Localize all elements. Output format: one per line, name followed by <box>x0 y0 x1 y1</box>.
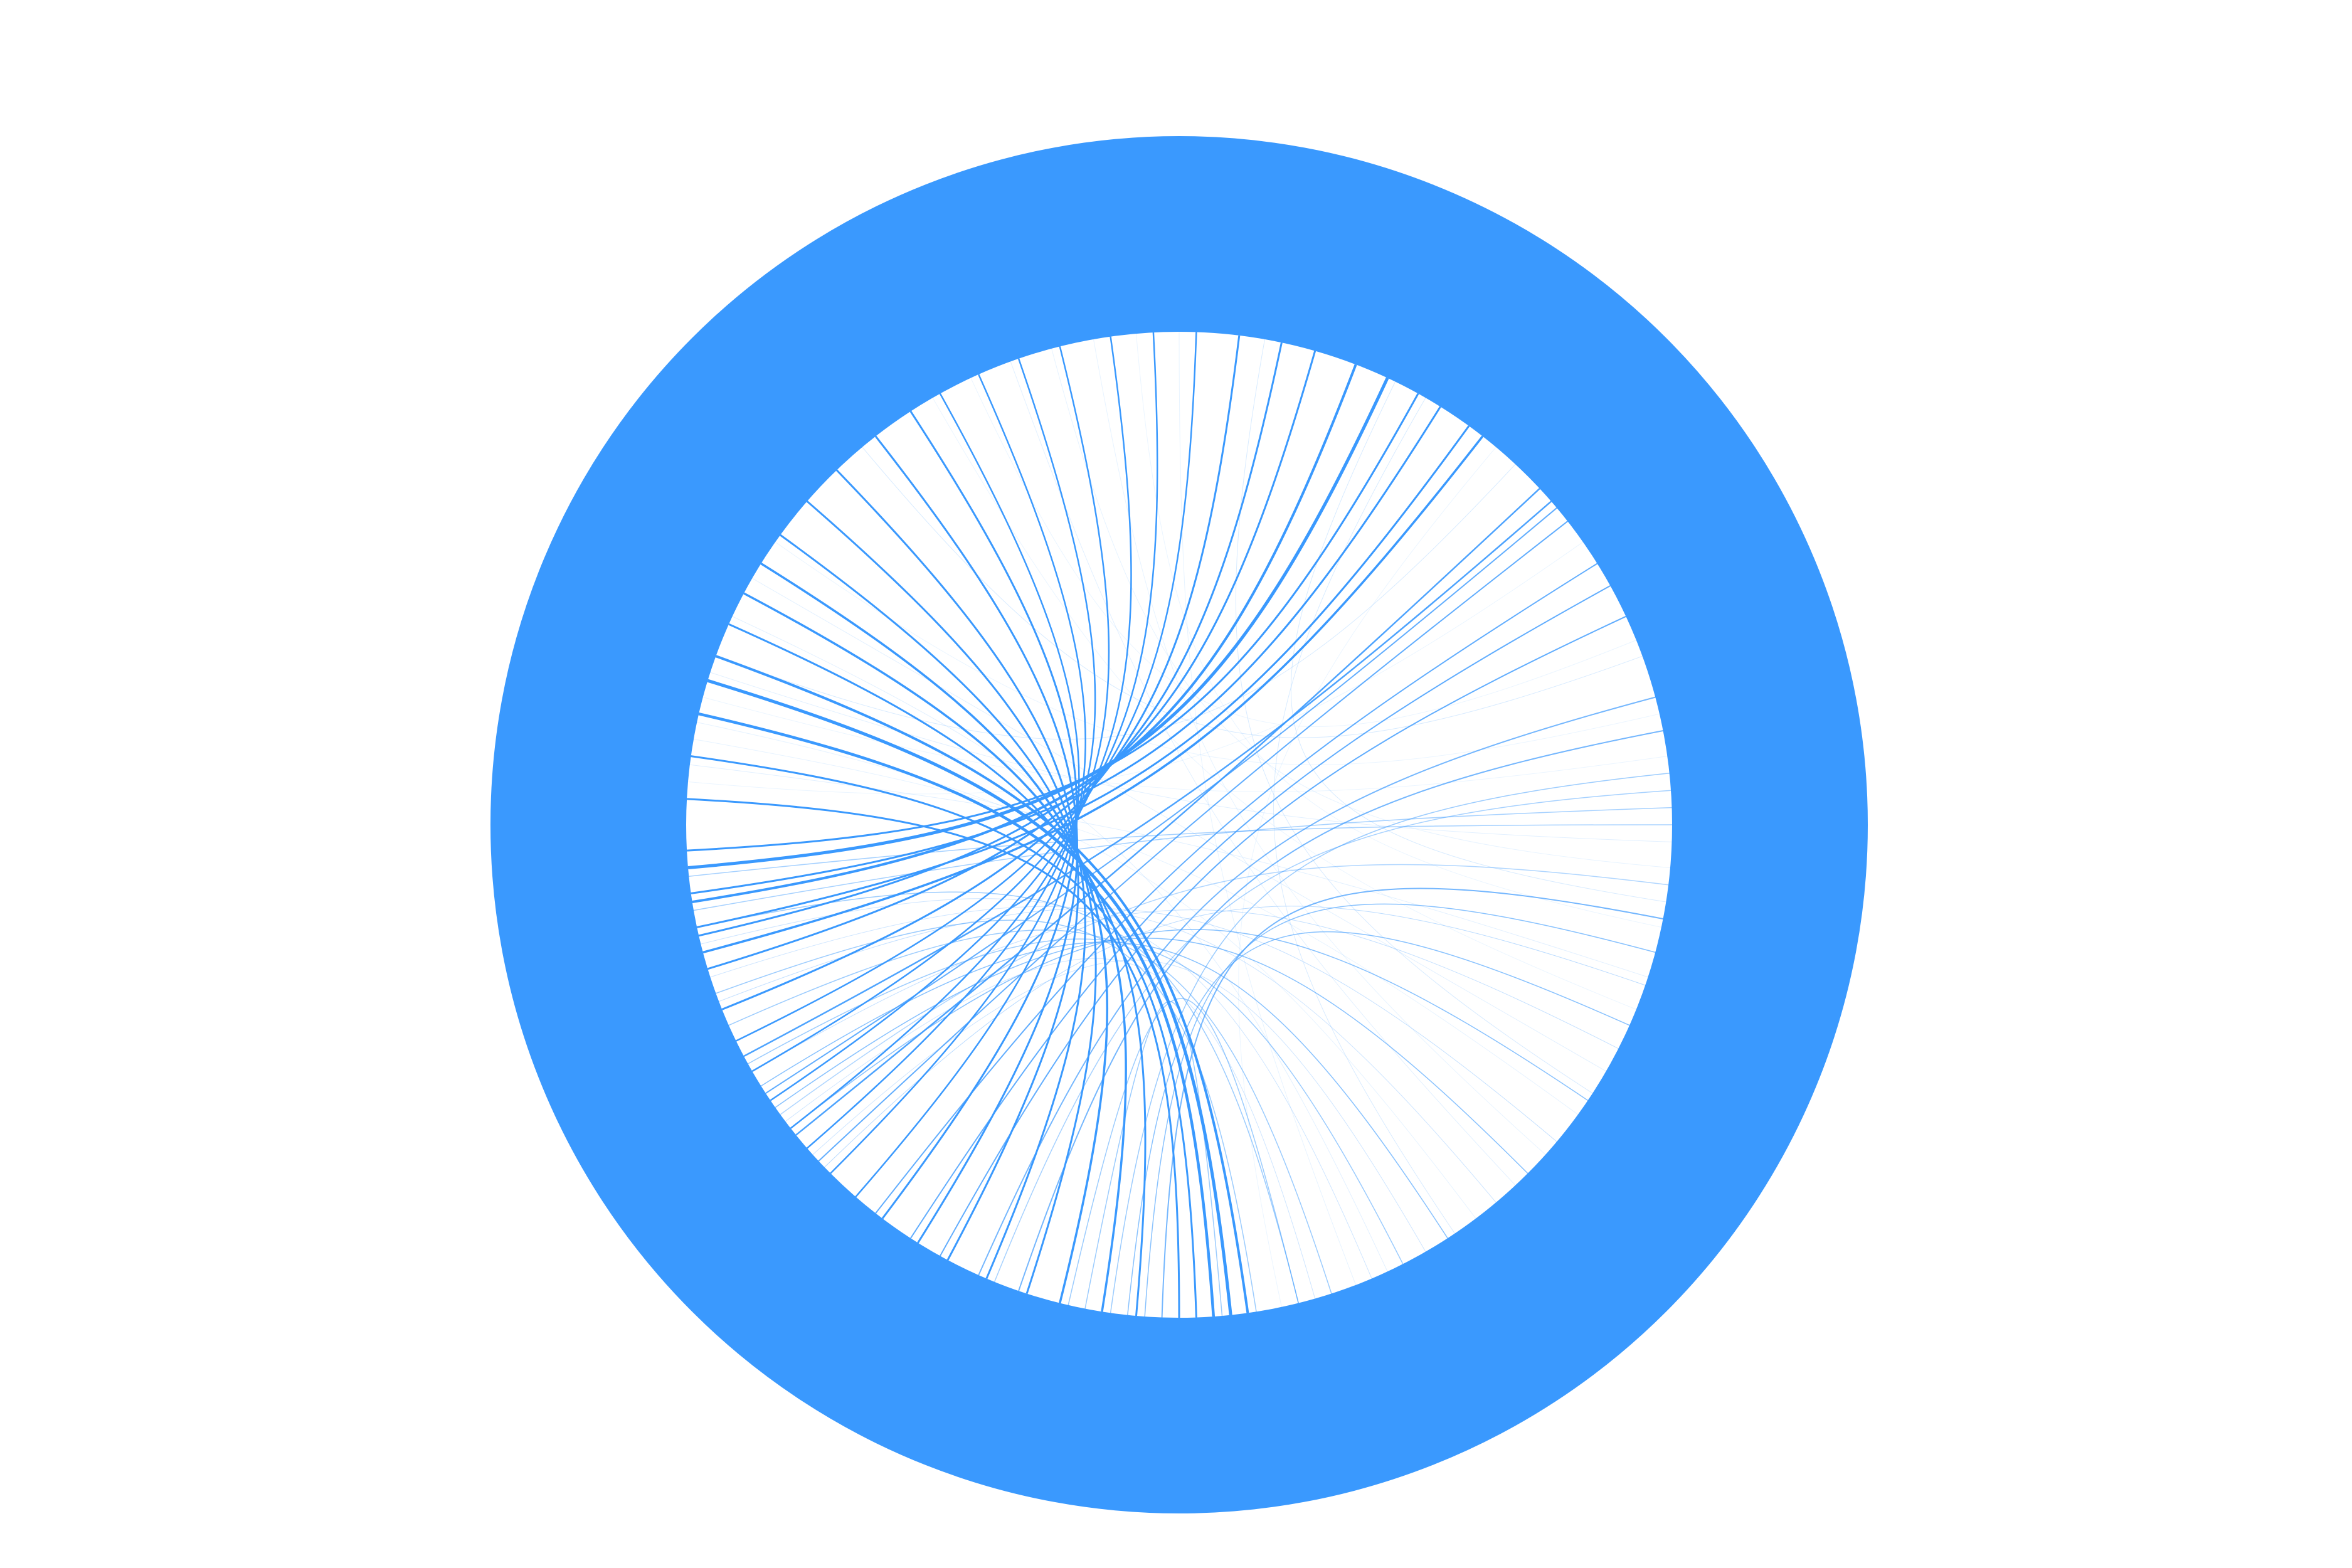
chord-link <box>702 697 1668 792</box>
chord-link <box>702 435 1484 954</box>
chord-link <box>689 824 1673 877</box>
chord-link <box>993 790 1671 1283</box>
chord-link <box>775 938 1528 1174</box>
chord-link <box>785 958 1316 1299</box>
chord-link <box>862 447 1643 738</box>
chord-link <box>824 906 1646 1168</box>
chord-link <box>691 406 1441 894</box>
chord-link <box>1161 887 1663 1318</box>
chord-link <box>780 864 1669 1115</box>
chord-link <box>1238 447 1496 1307</box>
chord-link <box>1273 398 1455 1234</box>
chord-link <box>970 378 1636 727</box>
chord-link <box>1067 998 1299 1306</box>
chord-link <box>716 464 1516 740</box>
chord-link <box>710 906 1496 1203</box>
chord-link <box>761 941 1448 1239</box>
chord-link <box>716 919 1257 1312</box>
chord-link <box>707 679 1232 1315</box>
chord-link <box>1051 348 1671 868</box>
chord-link <box>693 739 1579 1115</box>
chord-link <box>748 938 1404 1264</box>
chord-link <box>697 722 1476 1219</box>
chord-link <box>697 891 1299 1303</box>
chord-link <box>687 393 1419 852</box>
chord-link <box>752 909 1619 1072</box>
chord-link <box>715 655 1249 1313</box>
chord-link <box>693 807 1672 911</box>
chord-link <box>728 930 1332 1294</box>
chord-links <box>687 331 1673 1318</box>
chord-link <box>775 541 1660 765</box>
chord-link <box>1110 773 1670 1313</box>
chord-link <box>910 585 1611 1239</box>
chord-link <box>1144 903 1656 1317</box>
chord-link <box>940 615 1626 1256</box>
chord-link <box>765 507 1557 1094</box>
chord-link <box>1018 730 1663 1291</box>
chord-link <box>1010 361 1516 1186</box>
chord-link <box>719 908 1557 1142</box>
chord-link <box>701 898 1372 1279</box>
chord-link <box>1235 339 1593 1094</box>
chord-link <box>875 563 1598 1214</box>
chord-link <box>1084 1001 1223 1316</box>
chord-link <box>743 501 1552 1057</box>
chord-link <box>687 377 1389 869</box>
chord-link <box>1093 339 1546 1155</box>
chord-link <box>795 487 1540 1136</box>
chord-link <box>818 521 1569 1162</box>
chord-link <box>710 672 1672 842</box>
chord-link <box>743 592 1127 1312</box>
chord-link <box>732 616 1388 1272</box>
chord-link <box>812 960 1426 1252</box>
chord-link <box>978 696 1656 1276</box>
chord-link <box>932 398 1636 1010</box>
chord-link <box>696 425 1470 928</box>
chord-link <box>752 578 1606 1072</box>
chord-link <box>1127 931 1630 1315</box>
outer-ring <box>490 136 1868 1513</box>
chord-link <box>1290 381 1666 903</box>
chord-link <box>790 929 1589 1129</box>
chord-link <box>1136 333 1661 928</box>
chord-link <box>687 541 1584 795</box>
chord-link <box>1179 331 1357 1285</box>
chord-link <box>689 764 1648 978</box>
